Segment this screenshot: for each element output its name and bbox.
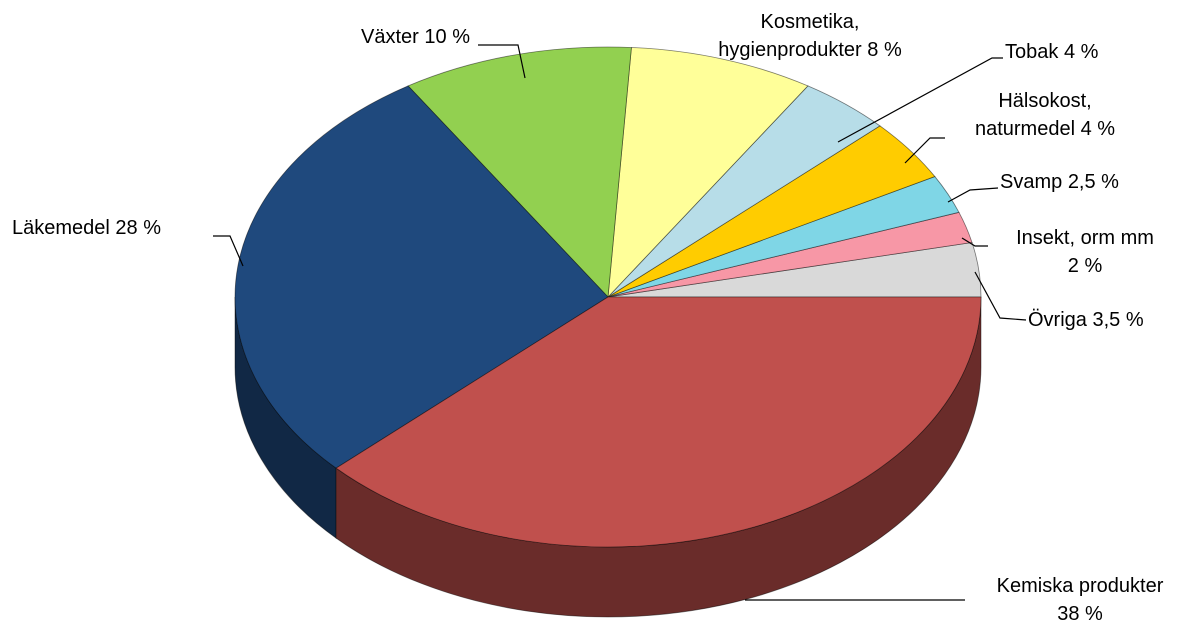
slice-label: Övriga 3,5 % <box>1028 306 1144 334</box>
slice-label: Växter 10 % <box>361 23 470 51</box>
slice-value-label: 3,5 % <box>1092 309 1144 331</box>
slice-value-label: 28 % <box>115 217 161 239</box>
slice-category: Hälsokost, naturmedel <box>974 90 1092 140</box>
slice-category: Kemiska produkter <box>996 575 1164 597</box>
leader-line <box>904 137 945 164</box>
leader-line <box>961 237 988 247</box>
leader-line <box>974 271 1027 321</box>
slice <box>234 85 609 469</box>
slice-category: Svamp <box>1000 171 1063 193</box>
slice-category: Insekt, orm mm <box>1016 227 1154 249</box>
slice-label: Tobak 4 % <box>1005 38 1098 66</box>
leader-line <box>213 235 244 267</box>
slice-value-label: 4 % <box>1063 41 1099 63</box>
slice-category: Växter <box>361 26 419 48</box>
slice-label: Insekt, orm mm 2 % <box>985 224 1185 280</box>
slice-label: Hälsokost, naturmedel 4 % <box>965 87 1125 143</box>
slice <box>607 47 809 299</box>
slice-category: Läkemedel <box>12 217 110 239</box>
leader-line <box>947 187 999 203</box>
leader-line <box>837 57 1003 143</box>
slice-category: Tobak <box>1005 41 1059 63</box>
slice <box>335 296 982 548</box>
slice-value-label: 38 % <box>1057 603 1103 625</box>
slice-label: Läkemedel 28 % <box>12 214 161 242</box>
slice-value-label: 8 % <box>867 39 902 61</box>
slice-value-label: 4 % <box>1080 118 1116 140</box>
slice-label: Kemiska produkter 38 % <box>980 572 1180 628</box>
slice-category: Övriga <box>1028 309 1087 331</box>
slice-value-label: 2 % <box>1067 255 1103 277</box>
slice-value-label: 10 % <box>424 26 470 48</box>
slice-label: Svamp 2,5 % <box>1000 168 1119 196</box>
leader-line <box>478 44 526 79</box>
slice <box>407 46 632 298</box>
slice-label: Kosmetika, hygienprodukter 8 % <box>700 8 920 64</box>
slice-value-label: 2,5 % <box>1067 171 1119 193</box>
slice-category: Kosmetika, hygienprodukter <box>718 11 862 61</box>
